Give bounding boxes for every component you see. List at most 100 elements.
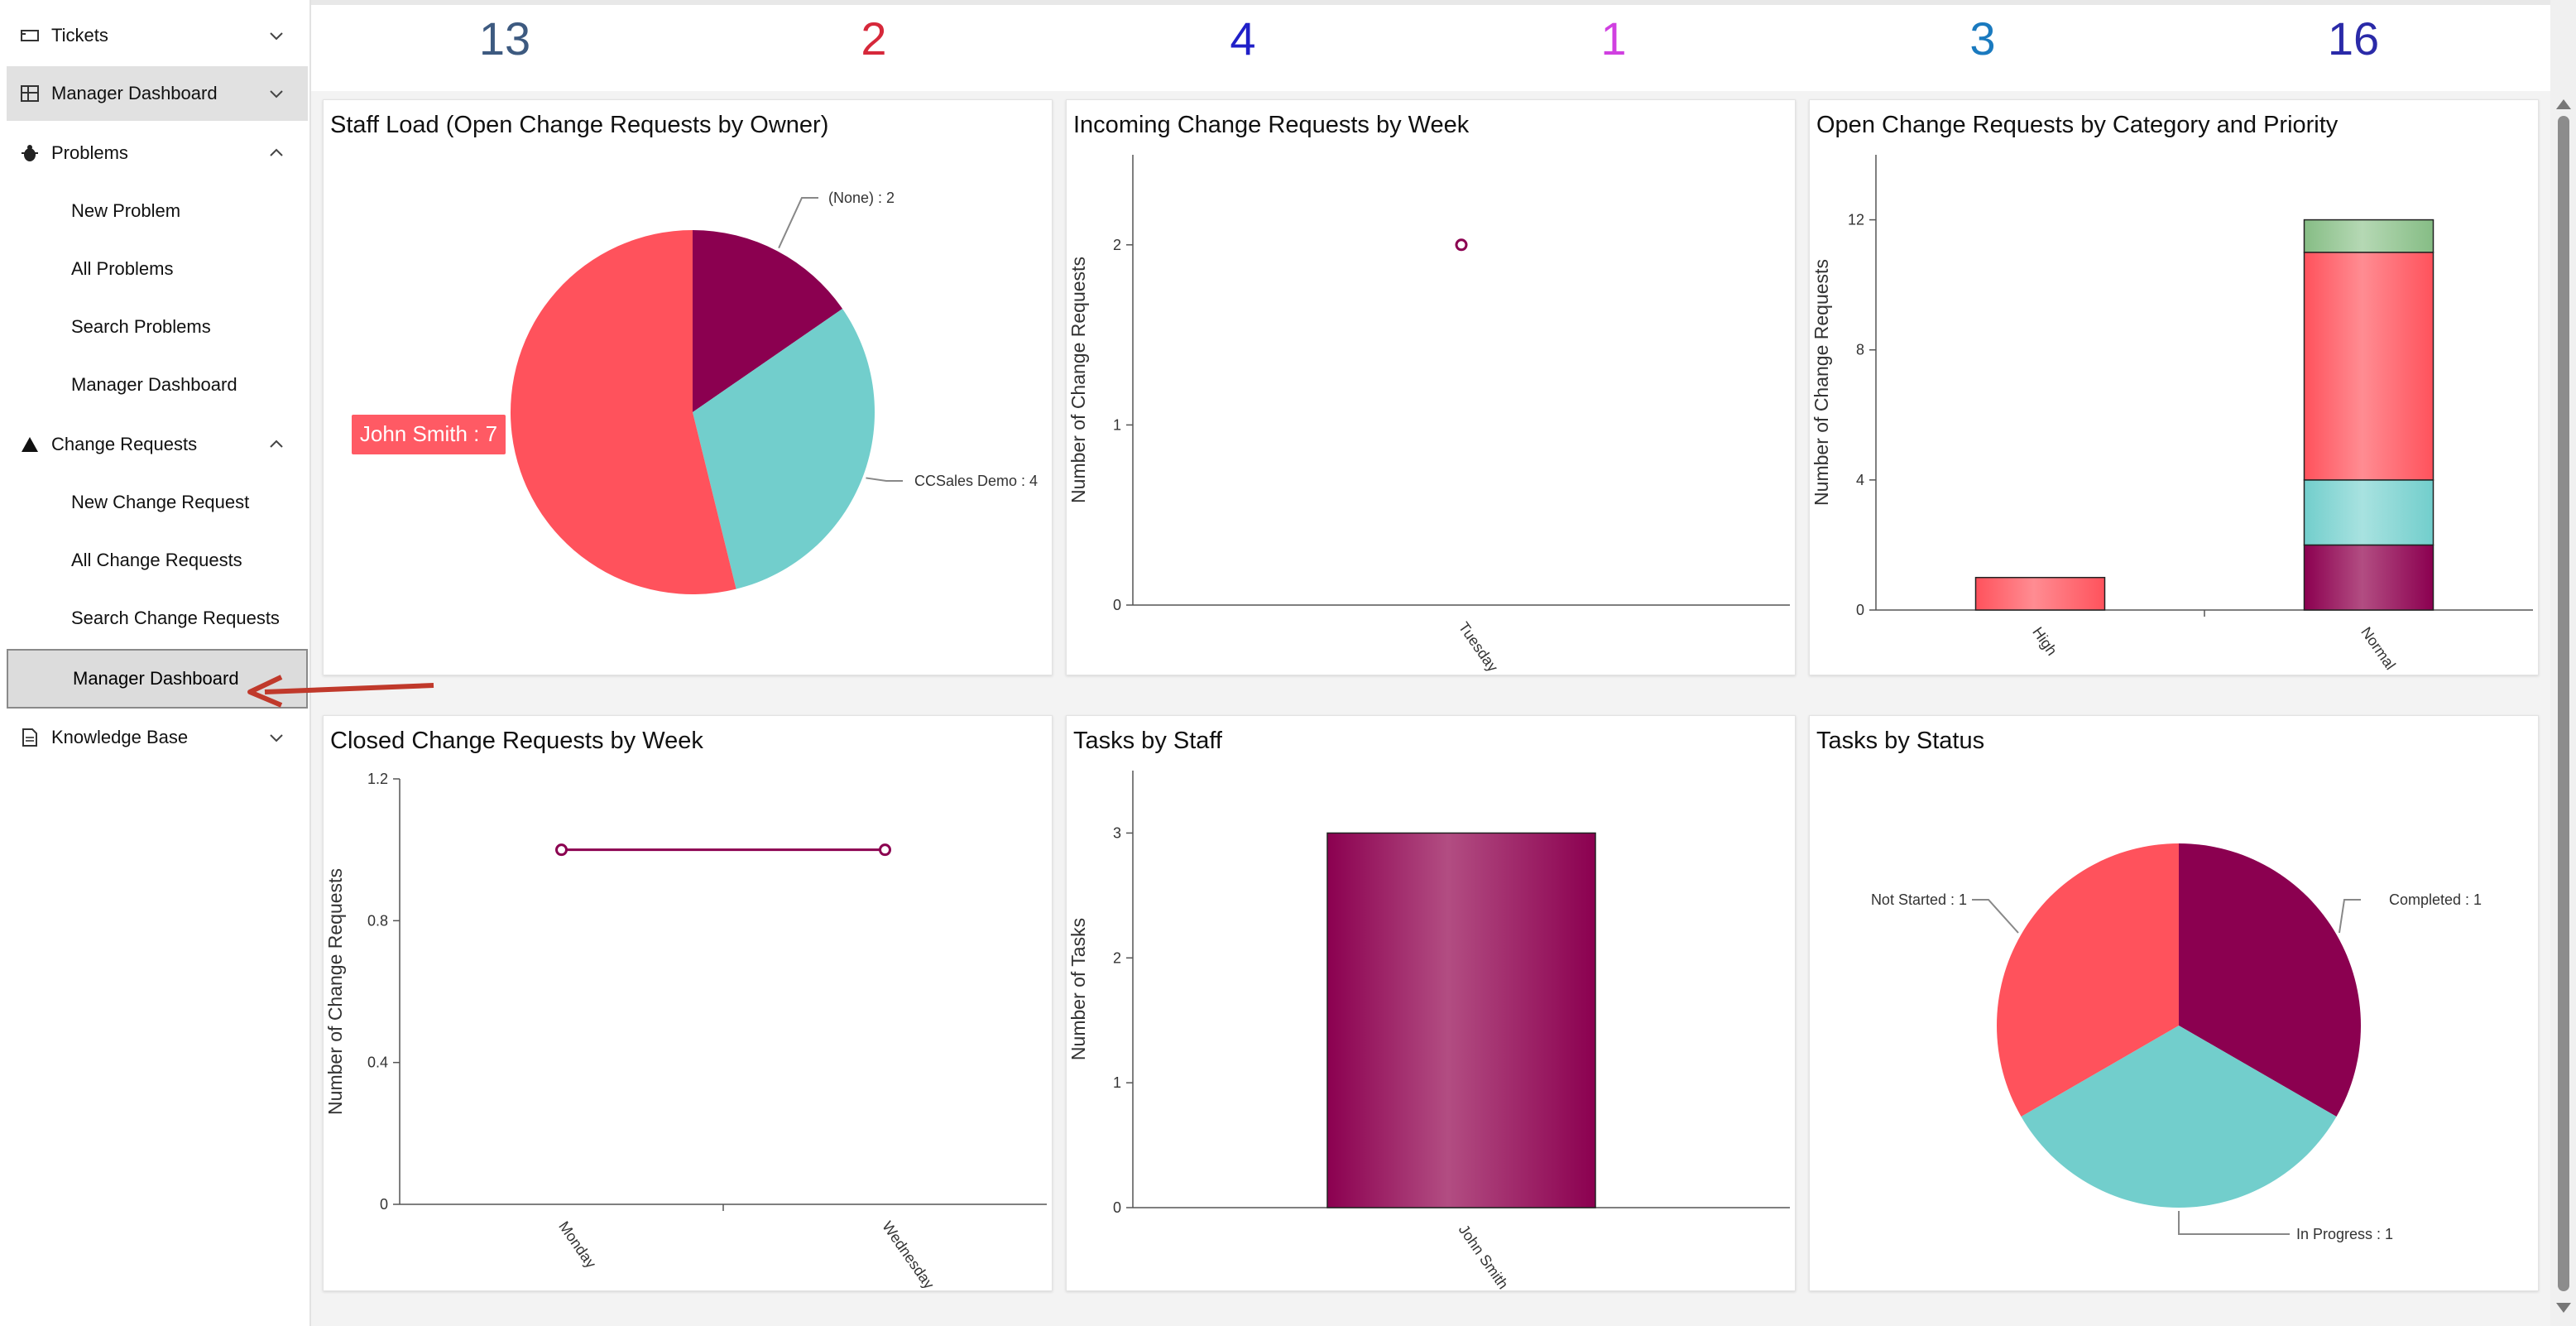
- nav-problems-manager-dashboard[interactable]: Manager Dashboard: [7, 358, 308, 412]
- y-tick-label: 4: [1856, 472, 1864, 488]
- nav-all-change-requests[interactable]: All Change Requests: [7, 533, 308, 588]
- nav-search-problems[interactable]: Search Problems: [7, 300, 308, 354]
- triangle-icon: [18, 433, 41, 456]
- staff-load-pie-chart: (None) : 2 CCSales Demo : 4 John Smith : 7: [352, 190, 1038, 595]
- chevron-down-icon: [270, 90, 283, 98]
- nav-tickets[interactable]: Tickets: [7, 8, 308, 63]
- nav-knowledge-base-label: Knowledge Base: [51, 727, 189, 747]
- nav-problems-manager-dashboard-label: Manager Dashboard: [71, 374, 237, 395]
- y-tick-label: 1.2: [367, 771, 388, 787]
- nav-change-requests-manager-dashboard-label: Manager Dashboard: [73, 668, 239, 689]
- y-tick-label: 12: [1848, 212, 1864, 228]
- y-tick-label: 0.8: [367, 912, 388, 929]
- kpi-strip: 13 2 4 1 3 16: [311, 0, 2550, 91]
- x-tick-label: Normal: [2358, 624, 2399, 673]
- pie-slice-label: (None) : 2: [828, 190, 895, 206]
- x-tick-label: Tuesday: [1456, 619, 1502, 675]
- y-tick-label: 0: [380, 1196, 388, 1213]
- y-tick-label: 1: [1113, 1074, 1121, 1091]
- kpi-value[interactable]: 13: [478, 12, 531, 65]
- nav-new-problem[interactable]: New Problem: [7, 184, 308, 238]
- nav-knowledge-base[interactable]: Knowledge Base: [7, 710, 308, 765]
- bar-segment: [2303, 252, 2434, 481]
- panel-open-category: Open Change Requests by Category and Pri…: [1809, 99, 2539, 675]
- nav-new-change-request[interactable]: New Change Request: [7, 475, 308, 530]
- chevron-down-icon: [270, 734, 283, 742]
- y-tick-label: 0: [1113, 597, 1121, 613]
- kpi-value[interactable]: 1: [1600, 12, 1627, 65]
- scroll-up-arrow-icon[interactable]: [2556, 99, 2571, 109]
- y-tick-label: 0: [1856, 602, 1864, 618]
- panel-tasks-status: Tasks by Status Completed : 1 In Progress…: [1809, 715, 2539, 1291]
- nav-search-problems-label: Search Problems: [71, 316, 211, 337]
- kpi-value[interactable]: 4: [1230, 12, 1256, 65]
- panel-staff-load: Staff Load (Open Change Requests by Owne…: [323, 99, 1053, 675]
- nav-new-change-request-label: New Change Request: [71, 492, 250, 512]
- x-tick-label: Wednesday: [879, 1218, 938, 1292]
- pie-slice: [510, 230, 736, 595]
- nav-change-requests[interactable]: Change Requests: [7, 417, 308, 472]
- pie-slice: [693, 309, 875, 589]
- bug-icon: [18, 142, 41, 165]
- kpi-value[interactable]: 16: [2327, 12, 2380, 65]
- pie-slice-label: Not Started : 1: [1871, 891, 1967, 908]
- y-tick-label: 8: [1856, 342, 1864, 358]
- dashboard-icon: [18, 82, 41, 105]
- data-point: [1455, 238, 1468, 252]
- annotation-arrow-icon: [247, 675, 434, 708]
- panel-incoming-week: Incoming Change Requests by Week 0 1 2 Numb…: [1066, 99, 1796, 675]
- nav-new-problem-label: New Problem: [71, 200, 181, 221]
- pie-leader-line: [2339, 899, 2361, 934]
- chart-title: Tasks by Staff: [1073, 728, 1222, 754]
- x-tick-label: John Smith: [1456, 1222, 1512, 1292]
- pie-slice: [693, 230, 843, 412]
- kpi-value[interactable]: 3: [1969, 12, 1996, 65]
- chart-title: Closed Change Requests by Week: [330, 728, 703, 754]
- pie-slice-label: In Progress : 1: [2296, 1226, 2393, 1242]
- nav-search-change-requests[interactable]: Search Change Requests: [7, 591, 308, 646]
- nav-search-change-requests-label: Search Change Requests: [71, 608, 280, 628]
- closed-line-chart: 0 0.4 0.8 1.2 Number of Change Requests Monda…: [324, 771, 1047, 1292]
- y-tick-label: 2: [1113, 949, 1121, 966]
- nav-all-change-requests-label: All Change Requests: [71, 550, 242, 570]
- bar-segment: [1974, 576, 2106, 611]
- pie-callout-box: [352, 415, 506, 454]
- document-icon: [18, 726, 41, 749]
- nav-change-requests-label: Change Requests: [51, 434, 198, 454]
- sidebar: Tickets Manager Dashboard Problems New P…: [0, 0, 311, 1326]
- nav-all-problems[interactable]: All Problems: [7, 242, 308, 296]
- bar-segment: [2303, 544, 2434, 611]
- chart-title: Incoming Change Requests by Week: [1073, 112, 1470, 138]
- kpi-value[interactable]: 2: [861, 12, 887, 65]
- incoming-line-chart: 0 1 2 Number of Change Requests Tuesday: [1067, 155, 1790, 675]
- nav-change-requests-manager-dashboard[interactable]: Manager Dashboard: [7, 649, 308, 709]
- nav-problems[interactable]: Problems: [7, 126, 308, 180]
- y-axis-label: Number of Tasks: [1067, 918, 1089, 1060]
- vertical-scrollbar[interactable]: [2550, 0, 2576, 1326]
- y-tick-label: 3: [1113, 824, 1121, 841]
- nav-manager-dashboard[interactable]: Manager Dashboard: [7, 66, 308, 121]
- nav-all-problems-label: All Problems: [71, 258, 174, 279]
- tasks-staff-bar-chart: 0 1 2 3 Number of Tasks John Smith: [1067, 771, 1790, 1292]
- chart-title: Open Change Requests by Category and Pri…: [1816, 112, 2339, 138]
- nav-manager-dashboard-label: Manager Dashboard: [51, 83, 218, 103]
- pie-slice-label: CCSales Demo : 4: [914, 473, 1038, 489]
- scroll-down-arrow-icon[interactable]: [2556, 1303, 2571, 1313]
- x-tick-label: Monday: [555, 1218, 599, 1271]
- data-point: [879, 843, 891, 857]
- bar-segment: [2303, 479, 2434, 546]
- pie-slice-label: John Smith : 7: [360, 421, 497, 446]
- y-axis-label: Number of Change Requests: [324, 868, 346, 1115]
- tasks-status-pie-chart: Completed : 1 In Progress : 1 Not Started …: [1871, 843, 2482, 1242]
- nav-problems-label: Problems: [51, 142, 128, 163]
- dashboard-main: 13 2 4 1 3 16 Staff Load (Open Change Re…: [311, 0, 2550, 1326]
- scrollbar-thumb[interactable]: [2558, 116, 2569, 1291]
- panel-tasks-staff: Tasks by Staff 0 1 2 3 Number of Tasks John S…: [1066, 715, 1796, 1292]
- pie-leader-line: [778, 197, 818, 249]
- pie-leader-line: [2178, 1211, 2290, 1235]
- y-axis-label: Number of Change Requests: [1067, 257, 1089, 503]
- nav-tickets-label: Tickets: [51, 25, 108, 46]
- y-tick-label: 2: [1113, 237, 1121, 253]
- pie-slice: [2179, 843, 2361, 1117]
- pie-slice-label: Completed : 1: [2389, 891, 2482, 908]
